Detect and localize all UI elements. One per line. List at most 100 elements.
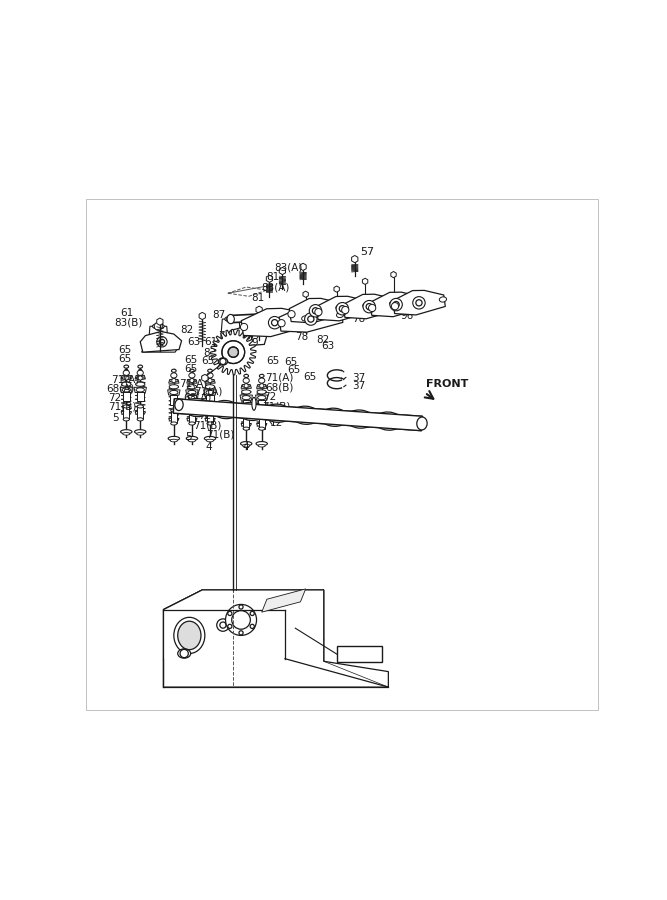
Ellipse shape (259, 378, 265, 383)
Ellipse shape (207, 409, 213, 412)
Ellipse shape (189, 373, 195, 378)
Polygon shape (285, 659, 388, 687)
Ellipse shape (189, 369, 194, 373)
Polygon shape (316, 296, 369, 320)
Ellipse shape (121, 382, 131, 386)
Circle shape (217, 619, 229, 631)
Ellipse shape (320, 409, 348, 427)
Text: 37: 37 (352, 381, 366, 391)
Ellipse shape (258, 445, 265, 447)
Polygon shape (362, 278, 368, 284)
Text: 72: 72 (198, 410, 211, 420)
Ellipse shape (188, 391, 196, 394)
Circle shape (250, 625, 254, 628)
Polygon shape (137, 391, 144, 401)
Ellipse shape (207, 373, 213, 378)
Text: 71(A): 71(A) (111, 374, 139, 384)
Polygon shape (163, 590, 323, 609)
Circle shape (267, 317, 277, 328)
Text: 96: 96 (400, 311, 414, 321)
Polygon shape (205, 380, 215, 383)
Text: 65: 65 (266, 356, 279, 366)
Ellipse shape (121, 429, 132, 434)
Ellipse shape (346, 410, 374, 428)
Circle shape (239, 631, 243, 634)
Polygon shape (243, 400, 250, 410)
Ellipse shape (183, 399, 211, 417)
Text: 45: 45 (246, 330, 259, 340)
Ellipse shape (177, 621, 201, 650)
Ellipse shape (374, 412, 403, 430)
Text: 71(B): 71(B) (107, 402, 136, 412)
Ellipse shape (363, 302, 370, 308)
Text: 65: 65 (303, 372, 316, 382)
Polygon shape (300, 263, 306, 271)
Ellipse shape (177, 649, 191, 658)
Ellipse shape (301, 316, 309, 321)
Ellipse shape (291, 406, 320, 424)
Circle shape (293, 314, 303, 324)
Ellipse shape (187, 384, 197, 389)
Ellipse shape (257, 384, 266, 387)
Polygon shape (135, 411, 145, 414)
Text: 72: 72 (263, 392, 276, 402)
Text: 5: 5 (185, 432, 192, 443)
Text: 65: 65 (287, 365, 301, 375)
Ellipse shape (137, 370, 143, 375)
Ellipse shape (259, 428, 265, 430)
Polygon shape (163, 590, 388, 687)
Text: 82: 82 (316, 335, 329, 345)
Ellipse shape (211, 400, 239, 418)
Polygon shape (206, 395, 213, 405)
Polygon shape (241, 424, 251, 426)
Polygon shape (163, 639, 388, 687)
Polygon shape (261, 589, 305, 612)
Text: 63: 63 (187, 337, 200, 347)
Text: 82: 82 (181, 326, 194, 336)
Text: 37: 37 (352, 373, 366, 383)
Circle shape (271, 320, 277, 326)
Ellipse shape (207, 369, 212, 373)
Text: 68(A): 68(A) (183, 392, 211, 402)
Polygon shape (211, 329, 256, 375)
Circle shape (227, 315, 235, 323)
Ellipse shape (169, 391, 178, 394)
Ellipse shape (123, 405, 129, 408)
Ellipse shape (242, 384, 250, 387)
Text: 71(B): 71(B) (193, 420, 221, 430)
Text: 81: 81 (266, 272, 279, 283)
Ellipse shape (171, 409, 177, 412)
Polygon shape (334, 286, 340, 292)
Text: 83(A): 83(A) (275, 263, 303, 273)
Circle shape (309, 304, 321, 317)
Polygon shape (201, 374, 208, 382)
Polygon shape (257, 424, 267, 426)
Polygon shape (231, 306, 414, 323)
Ellipse shape (259, 374, 264, 377)
Ellipse shape (124, 365, 129, 368)
Polygon shape (170, 395, 177, 405)
Text: 4: 4 (206, 442, 213, 452)
Ellipse shape (242, 396, 250, 400)
Circle shape (390, 299, 402, 310)
Circle shape (138, 376, 142, 380)
Polygon shape (134, 387, 147, 392)
Ellipse shape (122, 376, 131, 380)
Ellipse shape (225, 317, 237, 322)
Polygon shape (241, 384, 251, 388)
Polygon shape (157, 318, 163, 325)
Ellipse shape (171, 369, 176, 373)
Ellipse shape (263, 404, 291, 422)
Ellipse shape (440, 297, 446, 302)
Circle shape (157, 337, 167, 347)
Text: 4: 4 (242, 442, 249, 452)
Polygon shape (279, 267, 285, 274)
Polygon shape (289, 299, 342, 323)
Ellipse shape (135, 382, 145, 386)
Ellipse shape (227, 314, 234, 324)
Circle shape (239, 605, 243, 609)
Ellipse shape (168, 436, 179, 440)
Circle shape (392, 302, 399, 310)
Polygon shape (225, 327, 267, 347)
Circle shape (259, 383, 263, 388)
